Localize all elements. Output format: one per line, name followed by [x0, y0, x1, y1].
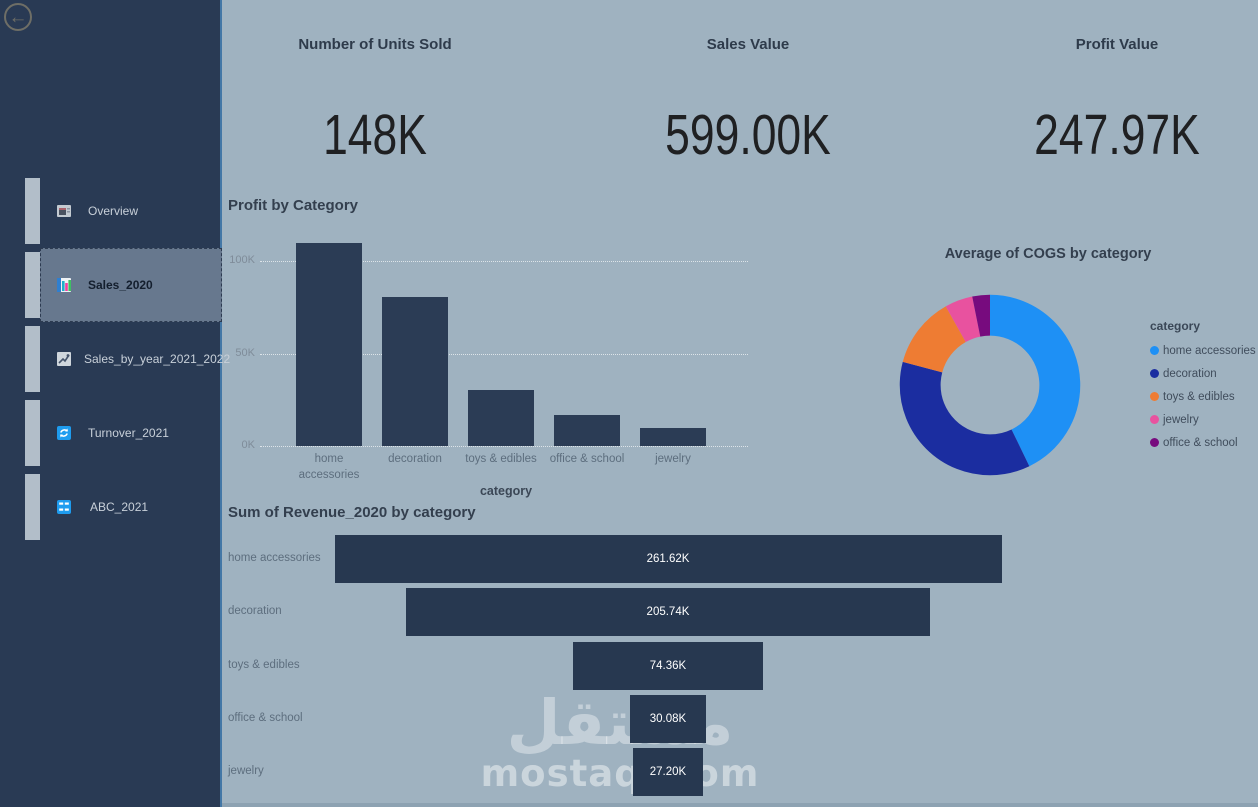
x-axis-tick-label: home accessories	[298, 453, 360, 481]
legend-item-jewelry[interactable]: jewelry	[1150, 410, 1199, 430]
sidebar-item-abc-2021[interactable]: ABC_2021	[0, 470, 222, 544]
bar-profit-office-school[interactable]	[554, 414, 620, 446]
x-axis-tick-label: decoration	[388, 453, 442, 465]
column-chart-icon	[56, 277, 72, 293]
back-button[interactable]: ←	[4, 3, 32, 31]
bar-chart-gridline	[260, 446, 748, 447]
donut-slice-office-school[interactable]	[899, 294, 1081, 476]
funnel-bar-toys-edibles[interactable]: 74.36K	[573, 642, 763, 690]
funnel-bar-home-accessories[interactable]: 261.62K	[334, 535, 1002, 583]
y-axis-tick-label: 100K	[229, 254, 255, 266]
funnel-chart-title: Sum of Revenue_2020 by category	[228, 504, 476, 521]
bar-chart-title: Profit by Category	[228, 197, 359, 214]
x-axis-tick-label: toys & edibles	[465, 453, 537, 465]
sidebar: ← Overview Sales_2020 Sales_by_year_2	[0, 0, 231, 807]
nav-handle	[25, 252, 40, 318]
legend-item-decoration[interactable]: decoration	[1150, 364, 1217, 384]
bar-chart-x-axis-title: category	[479, 484, 533, 498]
arrow-left-icon: ←	[8, 7, 28, 28]
donut-legend: category home accessories decoration toys …	[1150, 319, 1256, 456]
legend-label: jewelry	[1163, 414, 1199, 426]
watermark-latin: mostaql.com	[480, 752, 760, 795]
legend-dot	[1150, 438, 1159, 447]
sidebar-item-label: Sales_2020	[88, 278, 153, 292]
kpi-sales-title: Sales Value	[706, 36, 790, 53]
legend-dot	[1150, 392, 1159, 401]
report-window-icon	[56, 203, 72, 219]
donut-slice-decoration[interactable]	[899, 294, 1081, 476]
sidebar-item-sales-2020[interactable]: Sales_2020	[0, 248, 222, 322]
legend-items: home accessories decoration toys & edibles…	[1150, 333, 1256, 456]
nav-handle	[25, 474, 40, 540]
nav-handle	[25, 326, 40, 392]
funnel-category-label: toys & edibles	[228, 659, 300, 671]
kpi-sales-value: 599.00K	[665, 103, 831, 167]
bottom-edge	[222, 803, 1258, 807]
sidebar-item-label: Overview	[88, 204, 139, 218]
sidebar-item-label: Turnover_2021	[88, 426, 169, 440]
funnel-category-label: home accessories	[228, 552, 321, 564]
grid-letters-icon	[56, 499, 72, 515]
funnel-bar-decoration[interactable]: 205.74K	[405, 588, 931, 636]
legend-label: home accessories	[1163, 345, 1256, 357]
kpi-profit-title: Profit Value	[1075, 36, 1159, 53]
bar-profit-home-accessories[interactable]	[296, 242, 362, 446]
funnel-bar-jewelry[interactable]: 27.20K	[633, 748, 703, 796]
sidebar-item-label: ABC_2021	[90, 500, 149, 514]
x-axis-tick-label: office & school	[549, 453, 625, 465]
kpi-units-title: Number of Units Sold	[298, 36, 452, 53]
donut-chart-title: Average of COGS by category	[944, 246, 1152, 262]
sidebar-item-overview[interactable]: Overview	[0, 174, 222, 248]
legend-item-toys-edibles[interactable]: toys & edibles	[1150, 387, 1235, 407]
kpi-profit-value: 247.97K	[1034, 103, 1200, 167]
y-axis-tick-label: 0K	[241, 439, 255, 451]
legend-item-home-accessories[interactable]: home accessories	[1150, 341, 1256, 361]
funnel-category-label: office & school	[228, 712, 303, 724]
bar-profit-decoration[interactable]	[382, 297, 448, 446]
legend-title: category	[1150, 319, 1201, 333]
legend-item-office-school[interactable]: office & school	[1150, 433, 1238, 453]
donut-chart	[899, 294, 1081, 476]
bar-profit-jewelry[interactable]	[640, 427, 706, 446]
bar-chart-gridline	[260, 353, 748, 355]
sidebar-item-label: Sales_by_year_2021_2022	[84, 352, 231, 366]
legend-label: toys & edibles	[1163, 391, 1235, 403]
legend-dot	[1150, 415, 1159, 424]
funnel-category-label: jewelry	[228, 765, 264, 777]
sync-icon	[56, 425, 72, 441]
bar-profit-toys-edibles[interactable]	[468, 389, 534, 446]
funnel-bar-office-school[interactable]: 30.08K	[629, 695, 707, 743]
kpi-units-value: 148K	[323, 103, 427, 167]
line-chart-icon	[56, 351, 72, 367]
sidebar-item-turnover-2021[interactable]: Turnover_2021	[0, 396, 222, 470]
x-axis-tick-label: jewelry	[655, 453, 691, 465]
legend-dot	[1150, 346, 1159, 355]
nav-handle	[25, 400, 40, 466]
y-axis-tick-label: 50K	[235, 346, 255, 359]
legend-dot	[1150, 369, 1159, 378]
sidebar-item-sales-by-year[interactable]: Sales_by_year_2021_2022	[0, 322, 231, 396]
legend-label: decoration	[1163, 368, 1217, 380]
bar-chart-gridline	[260, 261, 748, 262]
legend-label: office & school	[1163, 437, 1238, 449]
watermark-arabic: مستقل	[506, 686, 734, 759]
nav-handle	[25, 178, 40, 244]
funnel-category-label: decoration	[228, 605, 282, 617]
